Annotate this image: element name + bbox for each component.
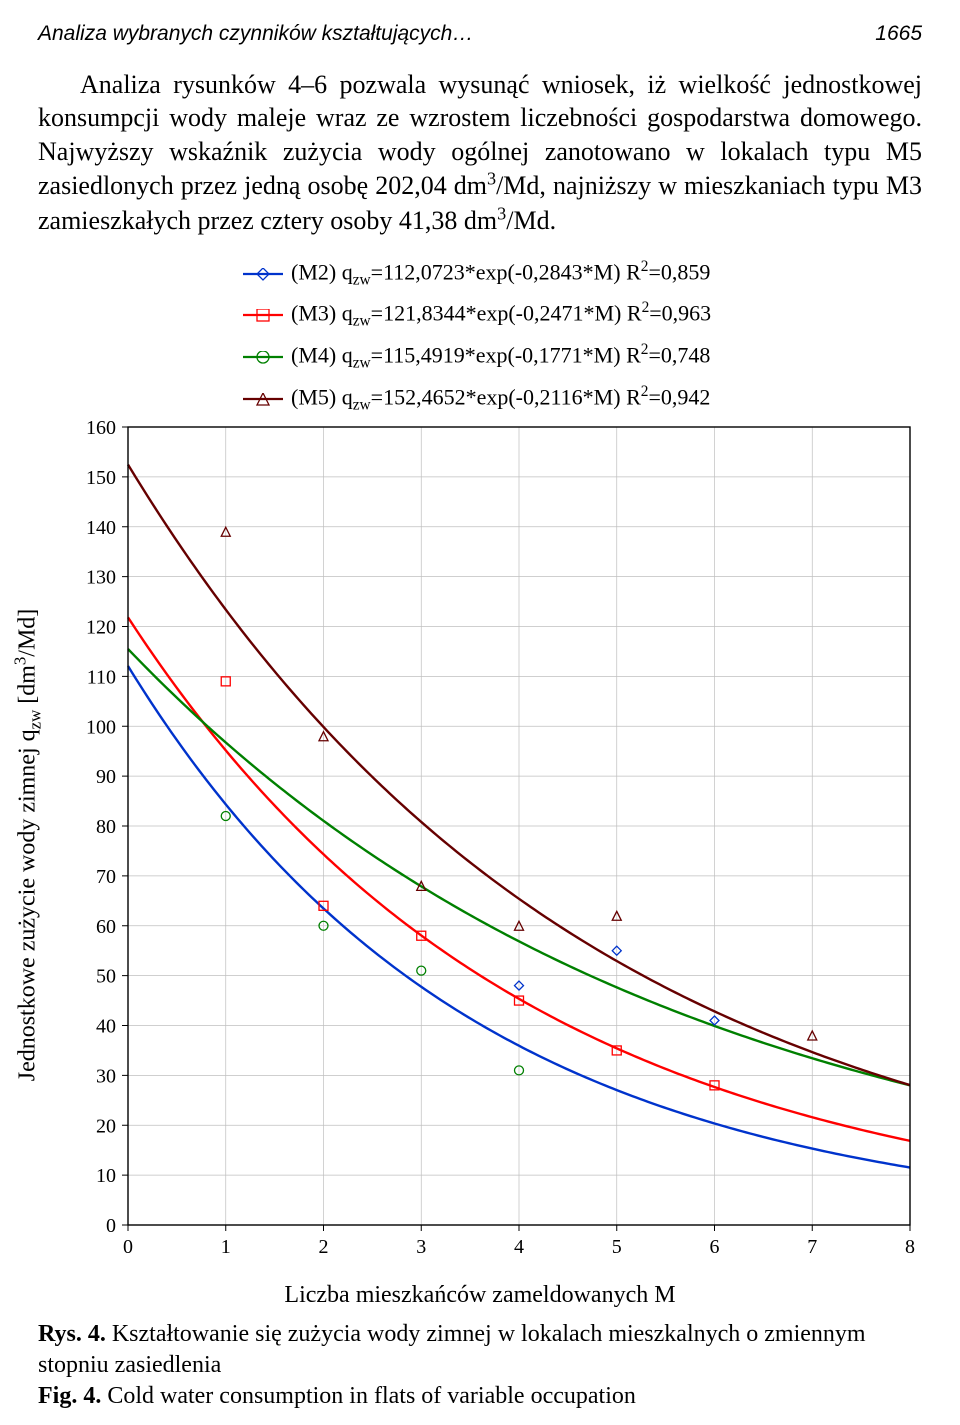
legend-marker-M5 bbox=[243, 389, 283, 409]
legend-text-M4: (M4) qzw=115,4919*exp(-0,1771*M) R2=0,74… bbox=[291, 341, 710, 373]
chart-svg: 0123456780102030405060708090100110120130… bbox=[38, 421, 922, 1265]
svg-text:5: 5 bbox=[612, 1236, 622, 1258]
svg-text:6: 6 bbox=[710, 1236, 720, 1258]
page-header: Analiza wybranych czynników kształtujący… bbox=[38, 22, 922, 46]
caption-en-tag: Fig. 4. bbox=[38, 1383, 101, 1409]
svg-text:7: 7 bbox=[807, 1236, 817, 1258]
x-axis-label: Liczba mieszkańców zameldowanych M bbox=[38, 1282, 922, 1309]
svg-text:3: 3 bbox=[416, 1236, 426, 1258]
chart-container: Jednostkowe zużycie wody zimnej qzw [dm3… bbox=[38, 421, 922, 1270]
body-paragraph-text: Analiza rysunków 4–6 pozwala wysunąć wni… bbox=[38, 70, 922, 235]
legend-text-M2: (M2) qzw=112,0723*exp(-0,2843*M) R2=0,85… bbox=[291, 258, 710, 290]
svg-text:40: 40 bbox=[96, 1015, 116, 1037]
svg-text:80: 80 bbox=[96, 816, 116, 838]
svg-text:140: 140 bbox=[86, 516, 116, 538]
legend-marker-M3 bbox=[243, 305, 283, 325]
legend-marker-M2 bbox=[243, 264, 283, 284]
svg-text:150: 150 bbox=[86, 466, 116, 488]
chart-legend: (M2) qzw=112,0723*exp(-0,2843*M) R2=0,85… bbox=[243, 258, 922, 415]
svg-text:90: 90 bbox=[96, 766, 116, 788]
page-number: 1665 bbox=[875, 22, 922, 46]
figure-caption: Rys. 4. Kształtowanie się zużycia wody z… bbox=[38, 1319, 922, 1413]
legend-text-M5: (M5) qzw=152,4652*exp(-0,2116*M) R2=0,94… bbox=[291, 383, 710, 415]
caption-en-text: Cold water consumption in flats of varia… bbox=[101, 1383, 636, 1409]
svg-text:1: 1 bbox=[221, 1236, 231, 1258]
caption-pl-tag: Rys. 4. bbox=[38, 1321, 106, 1347]
legend-item-M5: (M5) qzw=152,4652*exp(-0,2116*M) R2=0,94… bbox=[243, 383, 922, 415]
legend-item-M2: (M2) qzw=112,0723*exp(-0,2843*M) R2=0,85… bbox=[243, 258, 922, 290]
caption-pl-text: Kształtowanie się zużycia wody zimnej w … bbox=[38, 1321, 866, 1378]
svg-text:50: 50 bbox=[96, 965, 116, 987]
legend-text-M3: (M3) qzw=121,8344*exp(-0,2471*M) R2=0,96… bbox=[291, 299, 711, 331]
svg-text:0: 0 bbox=[106, 1215, 116, 1237]
svg-text:8: 8 bbox=[905, 1236, 915, 1258]
caption-en: Fig. 4. Cold water consumption in flats … bbox=[38, 1381, 922, 1412]
legend-marker-M4 bbox=[243, 347, 283, 367]
svg-text:30: 30 bbox=[96, 1065, 116, 1087]
svg-text:0: 0 bbox=[123, 1236, 133, 1258]
legend-item-M3: (M3) qzw=121,8344*exp(-0,2471*M) R2=0,96… bbox=[243, 299, 922, 331]
svg-text:120: 120 bbox=[86, 616, 116, 638]
svg-text:10: 10 bbox=[96, 1165, 116, 1187]
svg-text:70: 70 bbox=[96, 865, 116, 887]
svg-text:4: 4 bbox=[514, 1236, 524, 1258]
svg-text:130: 130 bbox=[86, 566, 116, 588]
svg-text:100: 100 bbox=[86, 716, 116, 738]
svg-text:110: 110 bbox=[87, 666, 116, 688]
svg-text:160: 160 bbox=[86, 421, 116, 439]
y-axis-label: Jednostkowe zużycie wody zimnej qzw [dm3… bbox=[11, 609, 46, 1082]
caption-pl: Rys. 4. Kształtowanie się zużycia wody z… bbox=[38, 1319, 922, 1381]
legend-item-M4: (M4) qzw=115,4919*exp(-0,1771*M) R2=0,74… bbox=[243, 341, 922, 373]
svg-text:20: 20 bbox=[96, 1115, 116, 1137]
page: Analiza wybranych czynników kształtujący… bbox=[0, 0, 960, 1425]
running-title: Analiza wybranych czynników kształtujący… bbox=[38, 22, 473, 46]
svg-text:60: 60 bbox=[96, 915, 116, 937]
body-paragraph: Analiza rysunków 4–6 pozwala wysunąć wni… bbox=[38, 68, 922, 238]
svg-text:2: 2 bbox=[319, 1236, 329, 1258]
